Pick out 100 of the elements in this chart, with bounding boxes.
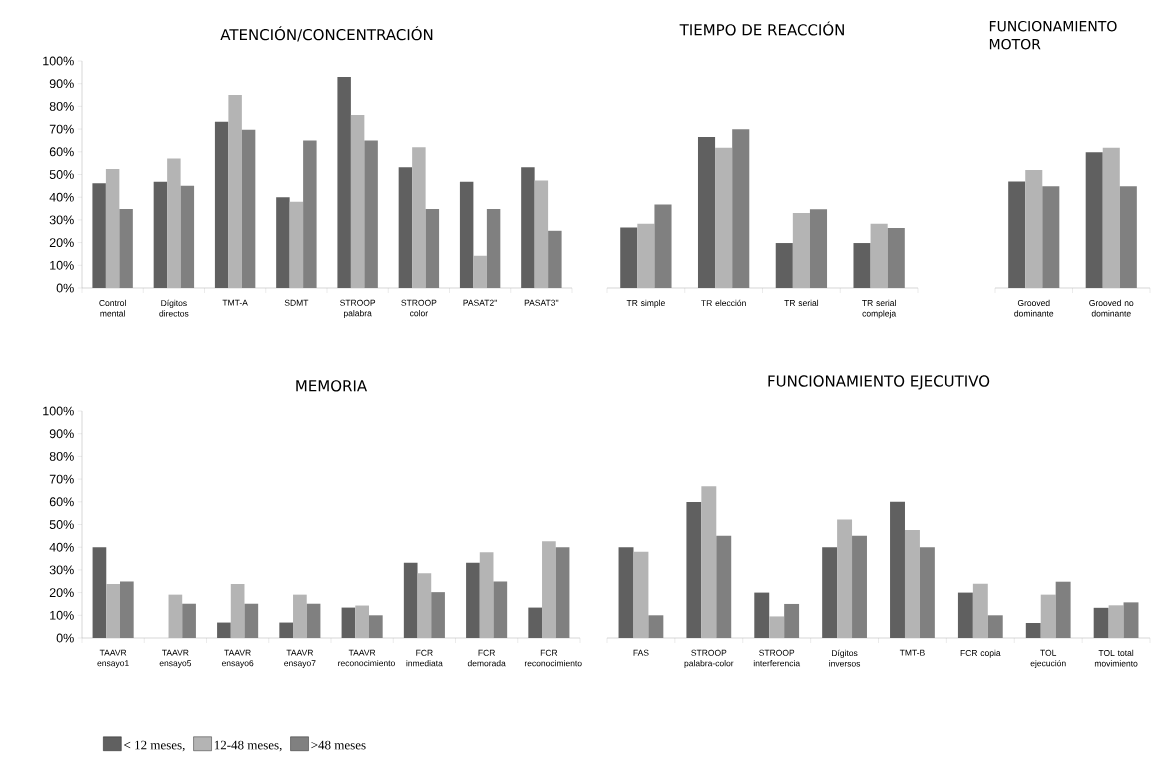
y-tick-label: 10%	[50, 610, 74, 620]
bar	[542, 541, 556, 638]
bar	[398, 167, 413, 288]
bar	[633, 551, 649, 638]
bar	[1008, 181, 1026, 288]
bar	[701, 486, 717, 638]
y-tick-label: 20%	[49, 238, 74, 248]
x-tick-label: STROOP palabra	[340, 299, 376, 318]
bar	[293, 594, 307, 638]
bar	[403, 562, 418, 638]
bar	[306, 603, 321, 638]
bar	[1123, 602, 1139, 638]
x-tick-label: TMT-A	[222, 299, 248, 306]
y-tick-label: 0%	[56, 633, 74, 643]
bar	[1025, 623, 1041, 638]
bar	[1102, 147, 1120, 288]
bar	[493, 581, 508, 638]
x-tick-label: STROOP palabra-color	[684, 649, 734, 668]
bar	[837, 519, 853, 638]
bar	[241, 129, 256, 288]
y-tick-label: 60%	[49, 147, 74, 157]
y-tick-label: 80%	[49, 451, 74, 461]
bar	[534, 180, 549, 288]
bar	[686, 502, 702, 638]
y-tick-label: 70%	[49, 474, 74, 484]
x-tick-label: Dígitos inversos	[829, 649, 861, 667]
x-tick-label: Grooved dominante	[1014, 299, 1054, 317]
bar	[809, 209, 828, 288]
x-tick-label: FCR inmediata	[406, 649, 443, 667]
x-tick-label: TOL ejecución	[1030, 649, 1066, 668]
x-tick-label: TAAVR ensayo6	[221, 649, 254, 668]
bar	[870, 223, 888, 288]
bar	[904, 529, 920, 638]
bar	[214, 121, 229, 288]
y-tick-label: 0%	[56, 283, 74, 293]
legend-label: >48 meses	[311, 740, 366, 750]
bar	[182, 603, 196, 638]
bar	[479, 552, 494, 638]
x-tick-label: PASAT3''	[524, 299, 559, 306]
bar	[890, 501, 905, 638]
y-tick-label: 100%	[43, 406, 74, 416]
bar	[412, 147, 426, 288]
x-tick-label: Dígitos directos	[159, 299, 189, 317]
bar	[337, 76, 351, 288]
bar	[887, 228, 905, 288]
chart-title: FUNCIONAMIENTO EJECUTIVO	[768, 375, 990, 390]
x-tick-label: TR elección	[701, 299, 746, 307]
y-tick-label: 80%	[49, 101, 74, 111]
legend-label: 12-48 meses,	[214, 740, 282, 752]
bar	[167, 158, 181, 288]
bar	[289, 201, 304, 288]
bar	[732, 129, 750, 288]
bar	[228, 95, 242, 288]
bar	[521, 167, 535, 288]
bar	[92, 547, 107, 638]
x-tick-label: TAAVR ensayo7	[284, 649, 316, 668]
bar	[1042, 186, 1060, 288]
bar	[620, 227, 638, 288]
bar	[822, 547, 838, 638]
y-tick-label: 50%	[49, 170, 74, 179]
bar	[1040, 594, 1056, 638]
bar	[775, 243, 793, 288]
bar	[972, 583, 988, 638]
bar	[153, 181, 168, 288]
bar	[244, 603, 259, 638]
chart-title: FUNCIONAMIENTO MOTOR	[989, 20, 1117, 50]
x-tick-label: Grooved no dominante	[1089, 299, 1134, 317]
chart-title: MEMORIA	[296, 380, 368, 392]
bar	[230, 583, 245, 638]
bar	[697, 137, 716, 288]
y-tick-label: 50%	[49, 520, 74, 529]
bar	[1108, 605, 1124, 638]
y-tick-label: 100%	[43, 56, 74, 66]
y-tick-label: 70%	[49, 124, 74, 134]
chart-title: TIEMPO DE REACCIÓN	[679, 21, 844, 36]
bar	[486, 209, 501, 288]
bar	[459, 181, 474, 288]
bar	[105, 169, 120, 288]
x-tick-label: FCR reconocimiento	[524, 649, 582, 667]
bar	[1119, 186, 1137, 288]
bar	[217, 622, 231, 638]
bar	[364, 140, 378, 288]
bar	[466, 562, 480, 638]
y-tick-label: 30%	[49, 565, 74, 575]
bar	[618, 547, 634, 638]
bar	[987, 615, 1003, 638]
x-tick-label: TOL total movimiento	[1094, 649, 1138, 667]
x-tick-label: Control mental	[99, 299, 126, 317]
y-tick-label: 60%	[49, 497, 74, 507]
bar	[368, 615, 383, 638]
chart-title: ATENCIÓN/CONCENTRACIÓN	[220, 26, 433, 42]
bar	[341, 607, 356, 638]
bar	[1085, 152, 1103, 288]
x-tick-label: TR simple	[626, 299, 665, 308]
bar	[276, 197, 290, 288]
x-tick-label: FAS	[633, 649, 649, 656]
x-tick-label: STROOP interferencia	[753, 649, 801, 667]
bar	[355, 605, 369, 638]
bar	[769, 616, 785, 638]
y-tick-label: 90%	[49, 79, 74, 89]
